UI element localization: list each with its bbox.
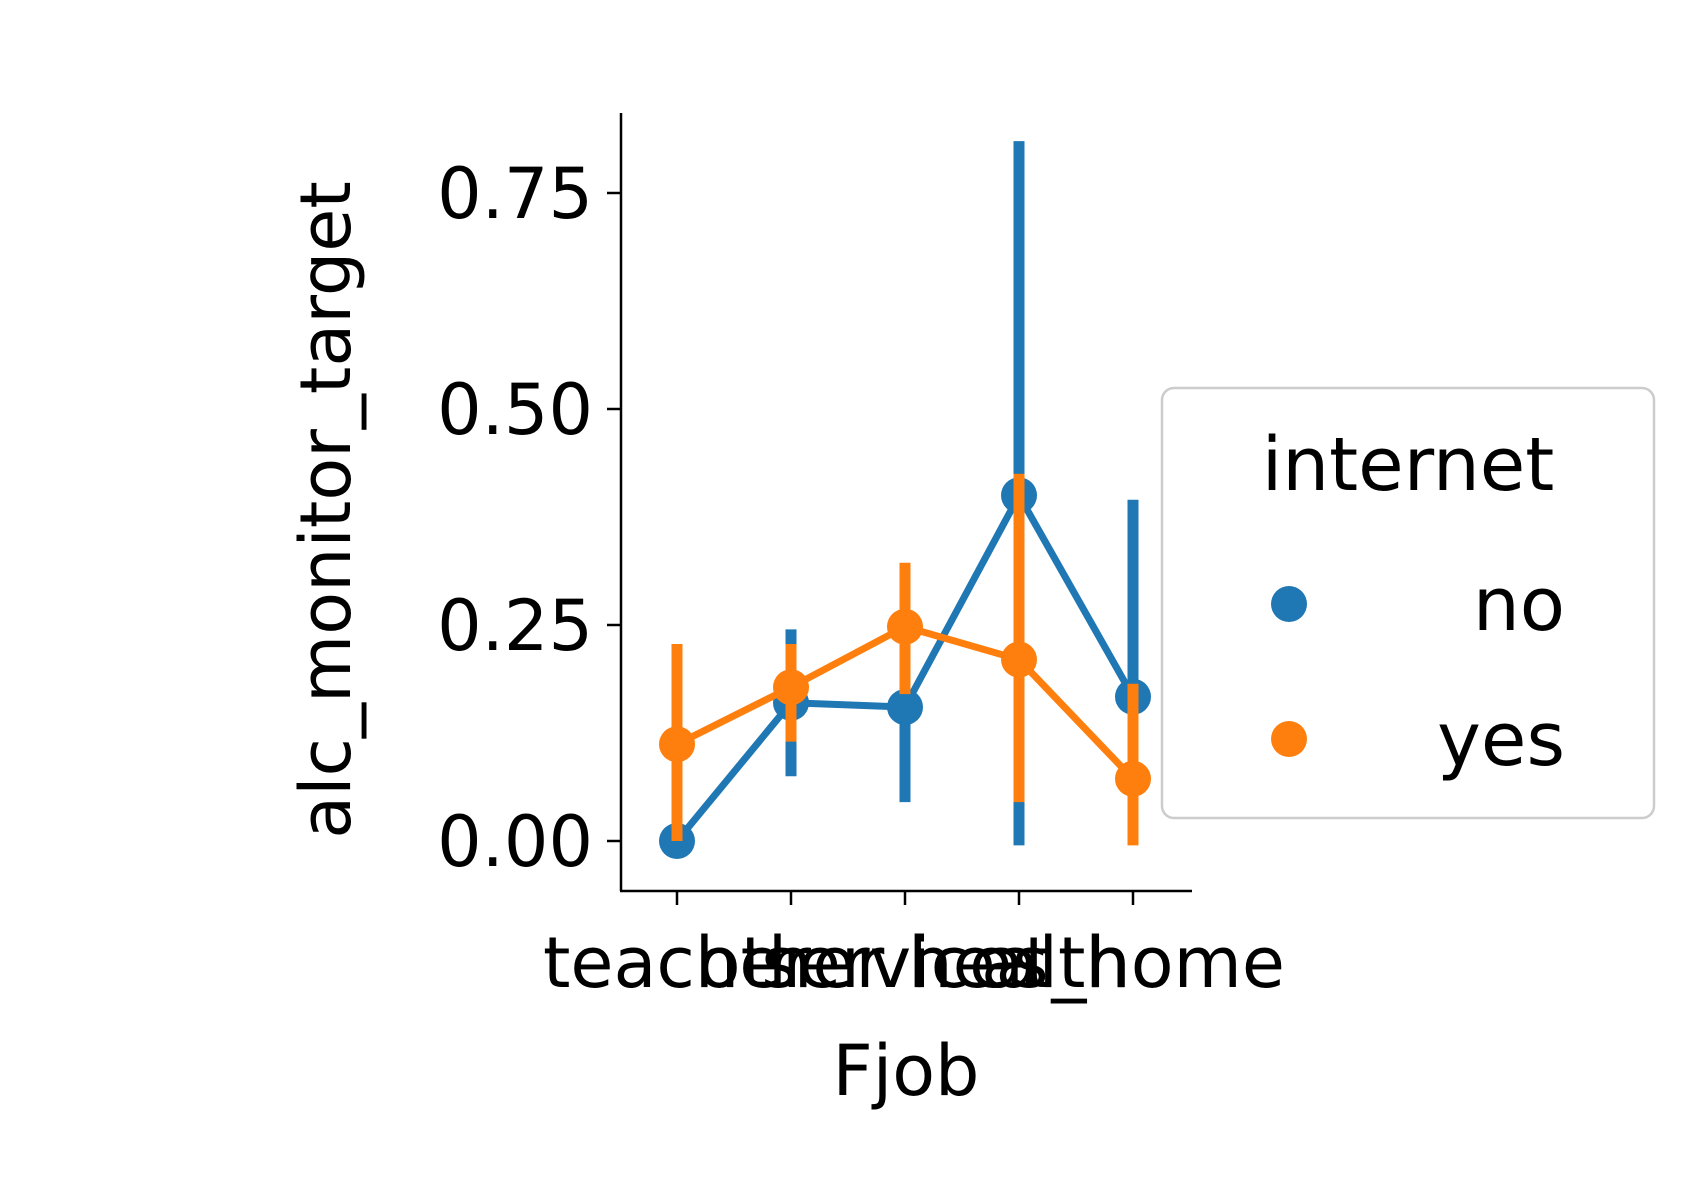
data-point xyxy=(659,726,695,763)
legend: internet no yes xyxy=(1160,386,1656,820)
x-tick-label: other xyxy=(698,922,885,1004)
y-tick-label: 0.50 xyxy=(437,369,593,451)
data-point xyxy=(773,669,809,706)
legend-label: no xyxy=(1473,562,1565,648)
data-point xyxy=(887,689,923,726)
legend-marker xyxy=(1271,721,1307,757)
x-tick-label: at_home xyxy=(981,922,1285,1004)
y-ticks: 0.00 0.25 0.50 0.75 xyxy=(437,153,621,883)
data-point xyxy=(887,608,923,645)
y-tick-label: 0.00 xyxy=(437,801,593,883)
legend-marker xyxy=(1271,586,1307,622)
y-tick-label: 0.25 xyxy=(437,585,593,667)
series-yes xyxy=(659,473,1151,846)
y-axis-title: alc_monitor_target xyxy=(285,181,367,839)
legend-frame xyxy=(1160,386,1656,820)
y-tick-label: 0.75 xyxy=(437,153,593,235)
x-tick-label: services xyxy=(761,922,1048,1004)
legend-items: no yes xyxy=(1271,562,1565,783)
data-point xyxy=(1115,760,1151,797)
x-axis-title: Fjob xyxy=(833,1030,980,1112)
series-layer xyxy=(659,141,1151,859)
x-tick-label: teacher xyxy=(543,922,811,1004)
legend-label: yes xyxy=(1437,697,1565,783)
legend-title: internet xyxy=(1262,422,1555,508)
data-point xyxy=(1001,641,1037,678)
x-tick-label: health xyxy=(908,922,1130,1004)
